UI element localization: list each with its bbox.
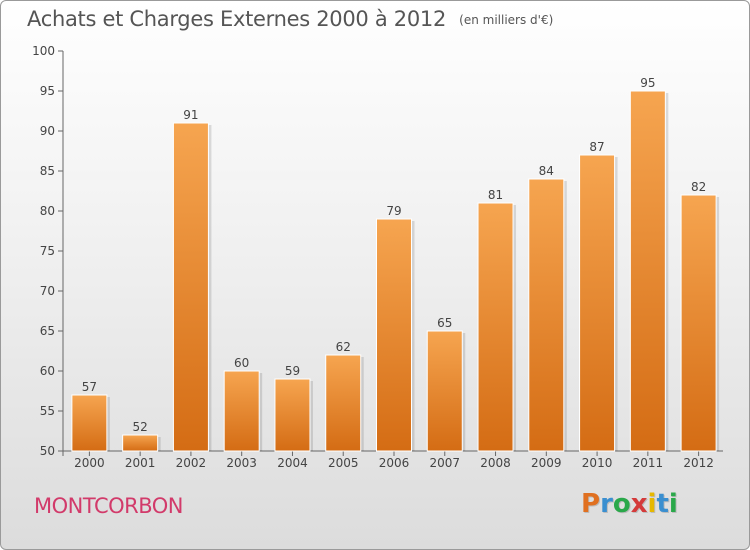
bar-2006 bbox=[376, 218, 412, 452]
bar-2003 bbox=[223, 370, 260, 452]
x-tick-label: 2007 bbox=[429, 456, 460, 470]
bar-value-label: 79 bbox=[386, 204, 401, 218]
y-tick-label: 55 bbox=[40, 404, 55, 418]
x-tick-label: 2001 bbox=[125, 456, 156, 470]
bar-value-label: 87 bbox=[589, 140, 604, 154]
x-tick-label: 2005 bbox=[328, 456, 359, 470]
x-tick-label: 2012 bbox=[683, 456, 714, 470]
y-tick-label: 50 bbox=[40, 444, 55, 458]
logo-letter: x bbox=[630, 489, 648, 519]
bar-2012 bbox=[680, 194, 717, 452]
bar-2002 bbox=[172, 122, 209, 452]
bar-2001 bbox=[122, 434, 159, 452]
bar-value-label: 65 bbox=[437, 316, 452, 330]
x-tick-label: 2002 bbox=[176, 456, 207, 470]
y-tick-label: 70 bbox=[40, 284, 55, 298]
bar-value-label: 60 bbox=[234, 356, 249, 370]
y-tick-label: 60 bbox=[40, 364, 55, 378]
logo-letter: i bbox=[668, 489, 678, 519]
x-tick-label: 2000 bbox=[74, 456, 105, 470]
y-tick-label: 95 bbox=[40, 84, 55, 98]
y-tick-label: 80 bbox=[40, 204, 55, 218]
x-tick-label: 2006 bbox=[379, 456, 410, 470]
x-tick-label: 2009 bbox=[531, 456, 562, 470]
logo-letter: o bbox=[612, 489, 631, 519]
logo-letter: r bbox=[600, 489, 613, 519]
bar-2007 bbox=[426, 330, 463, 452]
bar-2010 bbox=[579, 154, 616, 452]
x-tick-label: 2008 bbox=[480, 456, 511, 470]
bar-value-label: 82 bbox=[691, 180, 706, 194]
bar-value-label: 95 bbox=[640, 76, 655, 90]
y-tick-label: 85 bbox=[40, 164, 55, 178]
logo-letter: P bbox=[581, 489, 601, 519]
bar-2008 bbox=[477, 202, 514, 452]
bar-value-label: 59 bbox=[285, 364, 300, 378]
logo-letter: t bbox=[656, 489, 669, 519]
bar-value-label: 52 bbox=[133, 420, 148, 434]
chart-title-main: Achats et Charges Externes 2000 à 2012 bbox=[27, 7, 447, 31]
bar-2005 bbox=[325, 354, 362, 452]
y-tick-label: 75 bbox=[40, 244, 55, 258]
bar-value-label: 91 bbox=[183, 108, 198, 122]
x-tick-label: 2010 bbox=[582, 456, 613, 470]
bar-2004 bbox=[274, 378, 311, 452]
logo-letter: i bbox=[647, 489, 657, 519]
bar-value-label: 81 bbox=[488, 188, 503, 202]
chart-title: Achats et Charges Externes 2000 à 2012 (… bbox=[27, 7, 553, 31]
bar-2009 bbox=[528, 178, 565, 452]
y-tick-label: 65 bbox=[40, 324, 55, 338]
bar-value-label: 57 bbox=[82, 380, 97, 394]
x-tick-label: 2004 bbox=[277, 456, 308, 470]
bar-2000 bbox=[71, 394, 108, 452]
y-tick-label: 100 bbox=[32, 44, 55, 58]
bar-value-label: 84 bbox=[539, 164, 554, 178]
commune-name: MONTCORBON bbox=[34, 494, 184, 518]
bar-2011 bbox=[629, 90, 666, 452]
x-tick-label: 2011 bbox=[633, 456, 664, 470]
x-tick-label: 2003 bbox=[226, 456, 257, 470]
chart-subtitle: (en milliers d'€) bbox=[459, 13, 554, 27]
proxiti-logo[interactable]: Proxiti bbox=[581, 489, 678, 519]
bar-value-label: 62 bbox=[336, 340, 351, 354]
y-tick-label: 90 bbox=[40, 124, 55, 138]
